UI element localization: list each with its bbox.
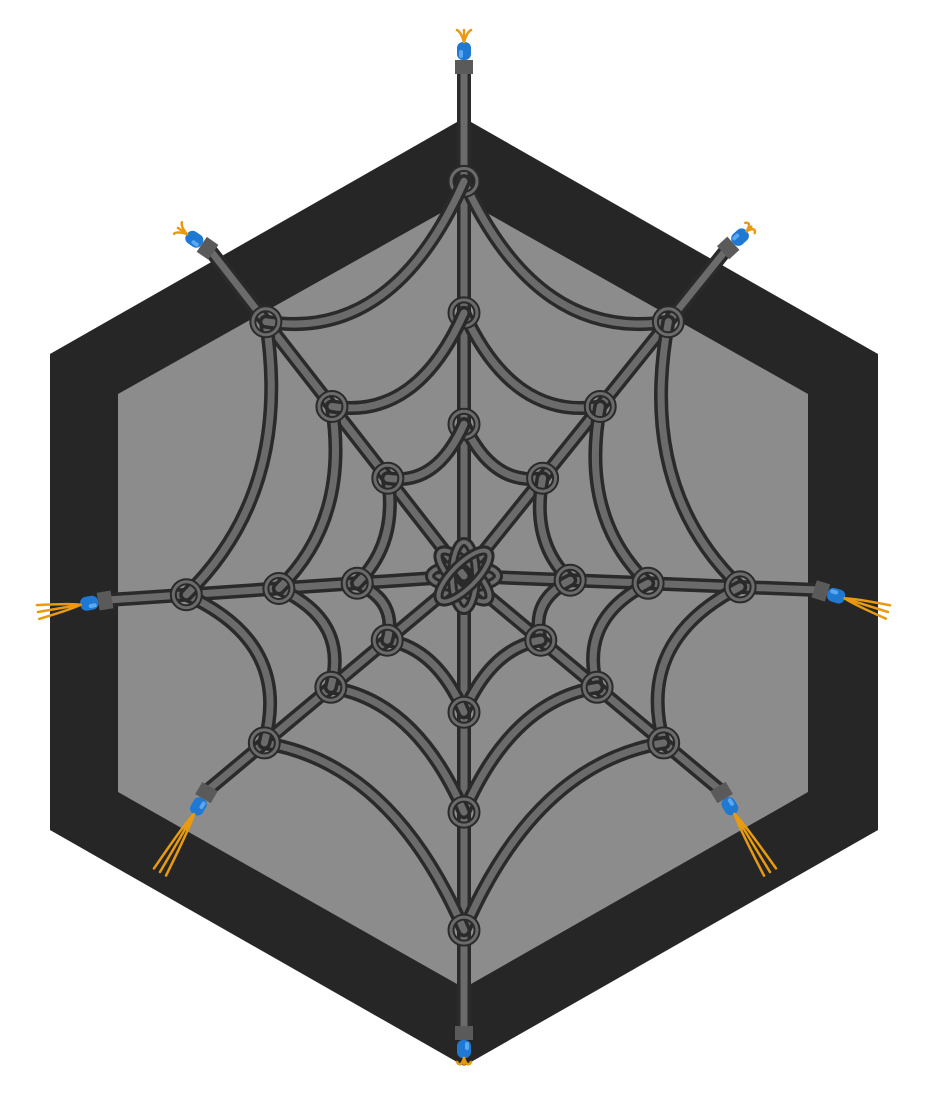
connector-plug-highlight [830, 589, 839, 595]
spiral-strand-2-2-highlight [654, 583, 744, 747]
connector-collar [196, 236, 219, 260]
connector-2 [811, 580, 892, 620]
knot-loop-highlight [449, 797, 479, 827]
connector-plug-highlight [732, 233, 740, 241]
connector-plug [185, 230, 204, 248]
knot-loop-highlight [373, 463, 403, 493]
connector-plug [457, 1040, 471, 1058]
connector-plug-highlight [191, 240, 199, 247]
knot-loop-highlight [528, 463, 558, 493]
spiral-strand-0-2-highlight [534, 576, 574, 644]
knot-loop-highlight [251, 307, 281, 337]
web-center-knot [425, 537, 503, 615]
connector-plug-highlight [459, 50, 463, 58]
knot-loop-highlight [249, 728, 279, 758]
spiral-strand-2-3-highlight [460, 739, 668, 934]
connector-plug [731, 228, 749, 246]
knot-loop-highlight [342, 568, 372, 598]
connector-wire [733, 812, 766, 877]
connector-plug [721, 797, 739, 816]
connector-wire [462, 28, 473, 44]
knot-loop-highlight [585, 391, 615, 421]
connector-wire [152, 812, 196, 870]
connector-4 [455, 1026, 473, 1066]
knot-loop-highlight [449, 915, 479, 945]
connector-collar [455, 60, 473, 74]
connector-6 [35, 590, 114, 621]
connector-wire [180, 220, 189, 236]
knot-loop-highlight [633, 568, 663, 598]
connector-wire [843, 597, 888, 620]
connector-plug-highlight [88, 603, 97, 608]
spiral-strand-2-7-highlight [262, 177, 468, 328]
connector-collar [455, 1026, 473, 1040]
connector-plug [457, 42, 471, 60]
connector-3 [710, 781, 778, 877]
connector-collar [716, 236, 740, 260]
knot-loop-highlight [526, 625, 556, 655]
knot-loop-highlight [725, 572, 755, 602]
knot-loop-highlight [171, 580, 201, 610]
connector-wire [455, 1056, 466, 1066]
spiral-strand-1-0-highlight [460, 309, 604, 412]
spiral-strand-1-3-highlight [460, 683, 601, 816]
connector-1 [716, 221, 757, 260]
spiral-strand-2-4-highlight [260, 739, 468, 934]
knot-loop-highlight [264, 573, 294, 603]
connector-wire [745, 227, 757, 235]
web-spiral-strands [169, 164, 757, 947]
connector-plug-highlight [465, 1042, 469, 1050]
spiral-strand-2-0-highlight [460, 177, 672, 328]
spiral-strand-1-7-highlight [328, 309, 468, 412]
wire-connectors [35, 28, 892, 1066]
spiral-strand-1-6-highlight [275, 402, 340, 592]
knot-loop-highlight [372, 625, 402, 655]
spiral-strand-0-5-highlight [353, 579, 393, 644]
connector-collar [96, 590, 114, 611]
connector-collar [195, 782, 218, 804]
connector-collar [710, 781, 733, 804]
connector-plug-highlight [727, 798, 734, 806]
connector-7 [172, 220, 219, 260]
knot-loop-highlight [449, 697, 479, 727]
spiral-strand-2-1-highlight [657, 318, 744, 591]
knot-loop-highlight [316, 672, 346, 702]
spiral-strand-2-6-highlight [182, 318, 275, 599]
knot-loop-highlight [582, 672, 612, 702]
connector-5 [152, 782, 218, 877]
knot-loop-highlight [649, 728, 679, 758]
connector-wire [35, 602, 82, 607]
connector-collar [811, 580, 831, 602]
connector-plug-highlight [199, 801, 206, 810]
connector-0 [455, 28, 473, 74]
center-knot-loop-highlight [436, 548, 492, 604]
knot-loop-highlight [653, 307, 683, 337]
knot-loop-highlight [555, 565, 585, 595]
spiral-strand-1-4-highlight [327, 683, 468, 816]
spiral-strand-1-1-highlight [591, 402, 652, 587]
spiral-strand-2-5-highlight [182, 591, 274, 747]
knot-loop-highlight [317, 391, 347, 421]
